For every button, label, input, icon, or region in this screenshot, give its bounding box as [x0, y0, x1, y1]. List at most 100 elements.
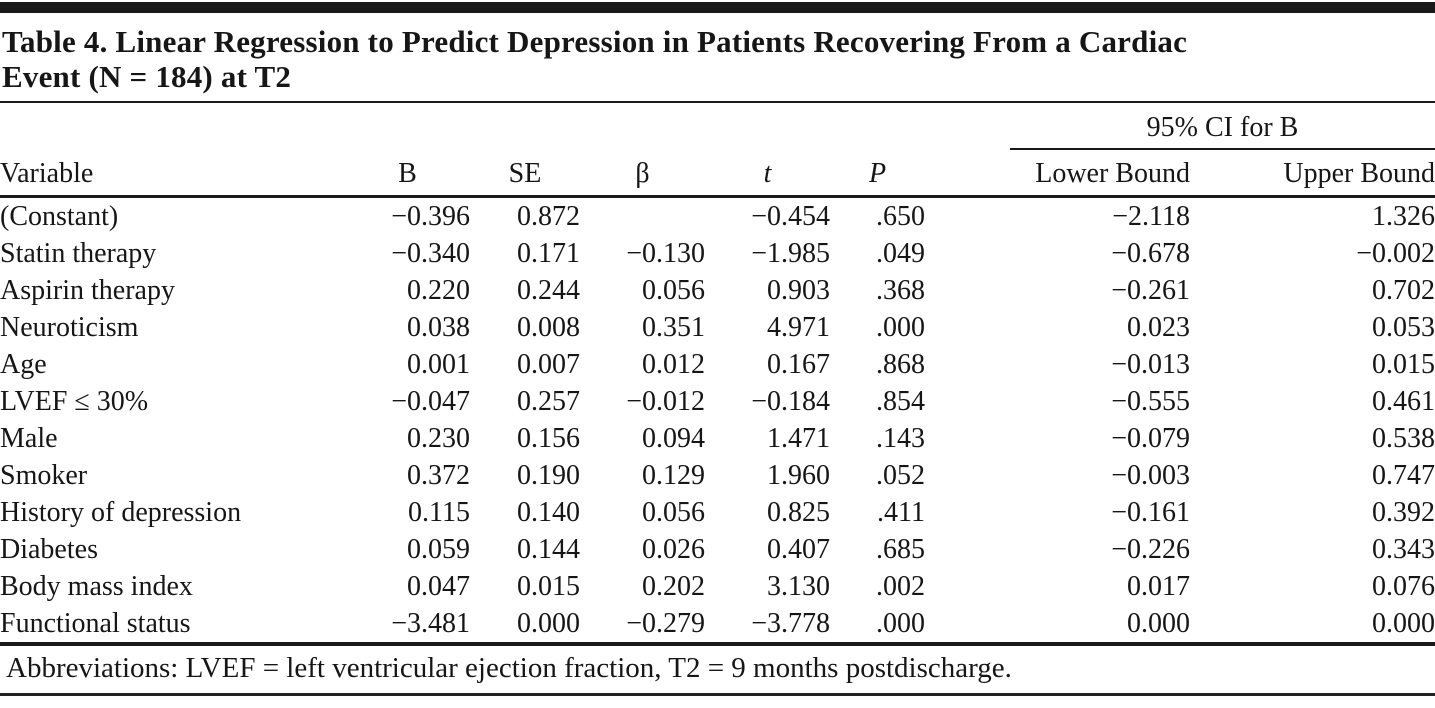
regression-table: 95% CI for B Variable B SE β t P Lower B…	[0, 103, 1435, 646]
variable-cell: Statin therapy	[0, 238, 157, 269]
value-cell: .052	[876, 460, 925, 491]
table-row: (Constant) −0.396 0.872 −0.454 .650 −2.118 1.3…	[0, 197, 1435, 236]
col-header-t: t	[705, 150, 830, 198]
column-header-row: Variable B SE β t P Lower Bound Upper Bo…	[0, 150, 1435, 198]
variable-cell: Functional status	[0, 608, 191, 639]
value-cell: 0.001	[407, 349, 470, 380]
value-cell: 0.056	[642, 497, 705, 528]
variable-cell: Male	[0, 423, 58, 454]
value-cell: .000	[876, 312, 925, 343]
value-cell: .650	[876, 201, 925, 232]
value-cell: 0.026	[642, 534, 705, 565]
value-cell: 0.012	[642, 349, 705, 380]
table-row: LVEF ≤ 30% −0.047 0.257 −0.012 −0.184 .854 −0.…	[0, 383, 1435, 420]
value-cell: 0.015	[1372, 349, 1435, 380]
value-cell: 0.220	[407, 275, 470, 306]
value-cell: 0.015	[517, 571, 580, 602]
value-cell: −1.985	[751, 238, 830, 269]
value-cell: 0.244	[517, 275, 580, 306]
value-cell: 0.115	[408, 497, 470, 528]
value-cell	[580, 197, 705, 236]
value-cell: 0.000	[1372, 608, 1435, 639]
value-cell: −0.261	[1111, 275, 1190, 306]
value-cell: 0.351	[642, 312, 705, 343]
value-cell: 0.053	[1372, 312, 1435, 343]
value-cell: .411	[877, 497, 925, 528]
value-cell: .868	[876, 349, 925, 380]
title-underline-rule	[0, 101, 1435, 103]
value-cell: .685	[876, 534, 925, 565]
value-cell: 4.971	[767, 312, 830, 343]
value-cell: 0.702	[1372, 275, 1435, 306]
variable-cell: Smoker	[0, 460, 88, 491]
value-cell: −0.002	[1356, 238, 1435, 269]
value-cell: −0.279	[626, 608, 705, 639]
value-cell: 0.407	[767, 534, 830, 565]
value-cell: 0.171	[517, 238, 580, 269]
value-cell: 0.144	[517, 534, 580, 565]
value-cell: −0.161	[1111, 497, 1190, 528]
table-row: Diabetes 0.059 0.144 0.026 0.407 .685 −0.226 0.…	[0, 531, 1435, 568]
value-cell: −0.555	[1111, 386, 1190, 417]
table-row: Body mass index 0.047 0.015 0.202 3.130 .002 0…	[0, 568, 1435, 605]
value-cell: 0.017	[1127, 571, 1190, 602]
top-rule-bar	[0, 2, 1435, 13]
value-cell: −0.013	[1111, 349, 1190, 380]
value-cell: 0.038	[407, 312, 470, 343]
value-cell: −0.003	[1111, 460, 1190, 491]
value-cell: .854	[876, 386, 925, 417]
table-row: History of depression 0.115 0.140 0.056 0.82…	[0, 494, 1435, 531]
table-row: Age 0.001 0.007 0.012 0.167 .868 −0.013 0.015	[0, 346, 1435, 383]
value-cell: 0.047	[407, 571, 470, 602]
variable-cell: Body mass index	[0, 571, 193, 602]
value-cell: 0.825	[767, 497, 830, 528]
value-cell: 0.343	[1372, 534, 1435, 565]
value-cell: −0.396	[391, 201, 470, 232]
table-row: Statin therapy −0.340 0.171 −0.130 −1.985 .04…	[0, 235, 1435, 272]
table-title-line2: Event (N = 184) at T2	[2, 59, 292, 94]
col-header-lower-bound: Lower Bound	[925, 150, 1190, 198]
value-cell: −0.012	[626, 386, 705, 417]
value-cell: .368	[876, 275, 925, 306]
abbreviations-footnote: Abbreviations: LVEF = left ventricular e…	[0, 646, 1435, 696]
value-cell: 1.960	[767, 460, 830, 491]
variable-cell: (Constant)	[0, 201, 119, 232]
value-cell: 0.059	[407, 534, 470, 565]
value-cell: −0.226	[1111, 534, 1190, 565]
value-cell: 0.000	[517, 608, 580, 639]
table-row: Male 0.230 0.156 0.094 1.471 .143 −0.079 0.538	[0, 420, 1435, 457]
value-cell: 0.538	[1372, 423, 1435, 454]
value-cell: .049	[876, 238, 925, 269]
value-cell: −0.184	[751, 386, 830, 417]
ci-spanner-cell: 95% CI for B	[925, 103, 1435, 150]
value-cell: 0.230	[407, 423, 470, 454]
table-row: Smoker 0.372 0.190 0.129 1.960 .052 −0.003 0.74…	[0, 457, 1435, 494]
value-cell: 0.156	[517, 423, 580, 454]
table-title: Table 4. Linear Regression to Predict De…	[2, 24, 1435, 94]
variable-cell: History of depression	[0, 497, 242, 528]
value-cell: 0.129	[642, 460, 705, 491]
variable-cell: Diabetes	[0, 534, 98, 565]
value-cell: 0.056	[642, 275, 705, 306]
value-cell: 0.392	[1372, 497, 1435, 528]
value-cell: 0.140	[517, 497, 580, 528]
value-cell: 1.326	[1372, 201, 1435, 232]
value-cell: 1.471	[767, 423, 830, 454]
value-cell: 0.167	[767, 349, 830, 380]
spanner-row: 95% CI for B	[0, 103, 1435, 150]
col-header-beta: β	[580, 150, 705, 198]
value-cell: 0.747	[1372, 460, 1435, 491]
value-cell: 0.008	[517, 312, 580, 343]
value-cell: 0.257	[517, 386, 580, 417]
value-cell: 0.094	[642, 423, 705, 454]
value-cell: −0.678	[1111, 238, 1190, 269]
variable-cell: LVEF ≤ 30%	[0, 386, 149, 417]
value-cell: −0.079	[1111, 423, 1190, 454]
value-cell: −0.130	[626, 238, 705, 269]
value-cell: 0.076	[1372, 571, 1435, 602]
value-cell: −0.454	[751, 201, 830, 232]
variable-cell: Aspirin therapy	[0, 275, 175, 306]
value-cell: −0.047	[391, 386, 470, 417]
value-cell: 0.202	[642, 571, 705, 602]
